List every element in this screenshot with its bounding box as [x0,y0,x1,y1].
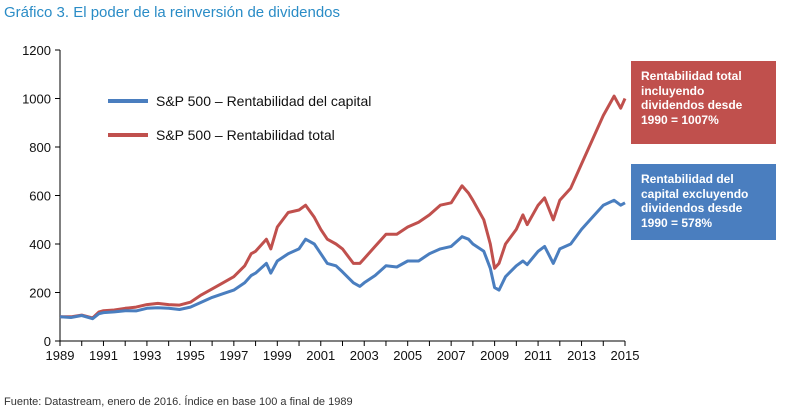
y-tick-label: 0 [44,334,51,349]
series-lines [59,94,627,321]
x-axis-ticks: 1989 1991 1993 1995 1997 1999 2001 2003 2005 2007… [46,341,640,363]
x-tick-label: 2015 [611,348,640,363]
y-axis-ticks: 0 200 400 600 800 1000 1200 [22,43,60,349]
x-tick-label: 1993 [132,348,161,363]
legend: S&P 500 – Rentabilidad del capital S&P 50… [108,93,371,143]
capital-return-line [59,198,626,321]
y-tick-label: 600 [29,189,51,204]
y-tick-label: 1200 [22,43,51,58]
x-tick-label: 2003 [350,348,379,363]
y-tick-label: 200 [29,286,51,301]
source-note: Fuente: Datastream, enero de 2016. Índic… [4,396,353,408]
y-tick-label: 800 [29,140,51,155]
x-tick-label: 2005 [393,348,422,363]
total-return-annotation-text: Rentabilidad total incluyendo dividendos… [641,69,743,127]
x-tick-label: 1999 [263,348,292,363]
legend-total-label: S&P 500 – Rentabilidad total [156,127,335,143]
x-tick-label: 1995 [176,348,205,363]
legend-capital-label: S&P 500 – Rentabilidad del capital [156,93,371,109]
x-tick-label: 2001 [306,348,335,363]
total-return-line [60,94,627,320]
x-tick-label: 2007 [437,348,466,363]
y-tick-label: 1000 [22,92,51,107]
x-tick-label: 2011 [524,348,552,363]
capital-return-annotation: Rentabilidad del capital excluyendo divi… [631,164,776,240]
x-tick-label: 2013 [567,348,596,363]
x-tick-label: 1989 [46,348,75,363]
chart-title: Gráfico 3. El poder de la reinversión de… [4,4,341,21]
capital-return-annotation-text: Rentabilidad del capital excluyendo divi… [641,172,749,230]
x-tick-label: 1997 [219,348,248,363]
x-tick-label: 2009 [480,348,509,363]
total-return-annotation: Rentabilidad total incluyendo dividendos… [631,61,776,144]
y-tick-label: 400 [29,237,51,252]
x-tick-label: 1991 [89,348,118,363]
